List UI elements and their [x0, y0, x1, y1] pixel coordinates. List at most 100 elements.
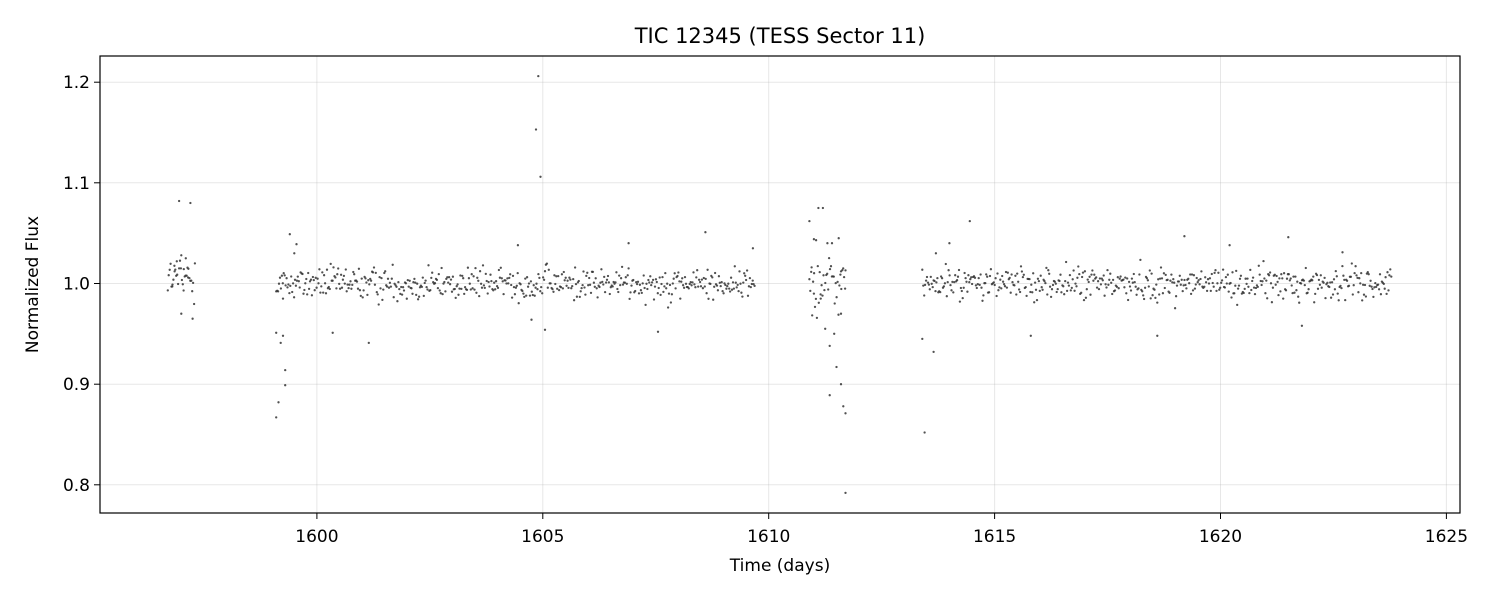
data-point: [1098, 277, 1102, 280]
data-point: [583, 286, 586, 289]
data-point: [524, 277, 527, 280]
data-point: [331, 279, 334, 282]
data-point: [396, 300, 399, 303]
data-point: [1352, 284, 1355, 287]
data-point: [314, 276, 317, 279]
data-point: [1173, 281, 1176, 284]
data-point: [839, 312, 843, 315]
data-point: [976, 283, 979, 286]
data-point: [998, 286, 1001, 289]
data-point: [290, 275, 293, 278]
data-point: [839, 383, 843, 386]
data-point: [307, 271, 310, 275]
data-point: [1218, 288, 1221, 291]
data-point: [1003, 285, 1007, 288]
data-point: [311, 275, 315, 279]
data-point: [1078, 272, 1081, 276]
data-point: [316, 277, 319, 280]
data-point: [827, 256, 831, 260]
data-point: [828, 267, 832, 271]
data-point: [485, 279, 488, 283]
data-point: [594, 277, 597, 280]
data-point: [1252, 286, 1256, 289]
data-point: [509, 273, 512, 276]
data-point: [954, 274, 957, 277]
data-point: [336, 273, 339, 276]
data-point: [1266, 297, 1269, 300]
data-point: [494, 280, 498, 283]
data-point: [557, 288, 561, 292]
data-point: [1102, 274, 1105, 277]
data-point: [1204, 276, 1207, 279]
data-point: [367, 341, 370, 345]
data-point: [1124, 276, 1127, 279]
data-point: [661, 275, 664, 279]
data-point: [812, 238, 816, 241]
data-point: [564, 276, 567, 279]
data-point: [1249, 268, 1252, 272]
data-point: [681, 277, 684, 280]
data-point: [383, 271, 386, 275]
data-point: [601, 280, 604, 284]
data-point: [380, 276, 383, 280]
data-point: [832, 275, 835, 278]
data-point: [350, 287, 353, 290]
data-point: [596, 296, 599, 299]
data-point: [1021, 275, 1025, 279]
data-point: [959, 286, 963, 290]
data-point: [1138, 273, 1141, 276]
data-point: [1347, 284, 1351, 287]
data-point: [1205, 289, 1209, 293]
data-point: [1163, 286, 1166, 290]
data-point: [173, 264, 176, 267]
data-point: [1254, 286, 1258, 290]
data-point: [335, 287, 338, 290]
data-point: [1149, 297, 1152, 300]
data-point: [176, 282, 180, 286]
data-point: [537, 74, 540, 78]
data-point: [618, 274, 621, 277]
data-point: [315, 286, 318, 289]
data-point: [478, 294, 481, 298]
data-point: [627, 267, 630, 270]
data-point: [280, 274, 284, 277]
data-point: [1068, 273, 1072, 277]
data-point: [748, 276, 752, 280]
data-point: [958, 300, 962, 303]
data-point: [301, 272, 304, 276]
data-point: [440, 266, 443, 270]
data-point: [1131, 281, 1134, 284]
data-point: [1137, 287, 1140, 290]
data-point: [809, 289, 812, 293]
data-point: [1341, 251, 1344, 254]
data-point: [687, 287, 690, 290]
data-point: [674, 287, 677, 290]
data-point: [388, 281, 392, 284]
data-point: [836, 280, 839, 284]
data-point: [1146, 279, 1150, 282]
data-point: [1038, 289, 1041, 293]
data-point: [471, 287, 474, 290]
data-point: [1037, 279, 1041, 283]
data-point: [533, 294, 536, 297]
data-point: [1274, 283, 1277, 286]
data-point: [1116, 276, 1119, 279]
data-point: [1063, 293, 1066, 296]
data-point: [1171, 281, 1174, 284]
data-point: [1243, 287, 1246, 291]
data-point: [410, 287, 413, 290]
data-point: [1067, 284, 1071, 287]
data-point: [374, 271, 377, 275]
data-point: [1390, 275, 1393, 278]
data-point: [1378, 273, 1382, 276]
data-point: [1189, 273, 1192, 276]
data-point: [1096, 280, 1100, 283]
data-point: [526, 285, 530, 288]
data-point: [650, 281, 654, 284]
data-point: [810, 266, 813, 269]
data-point: [395, 285, 398, 288]
data-point: [588, 283, 592, 286]
data-point: [1043, 279, 1046, 283]
data-point: [481, 264, 485, 267]
data-point: [1113, 289, 1117, 292]
